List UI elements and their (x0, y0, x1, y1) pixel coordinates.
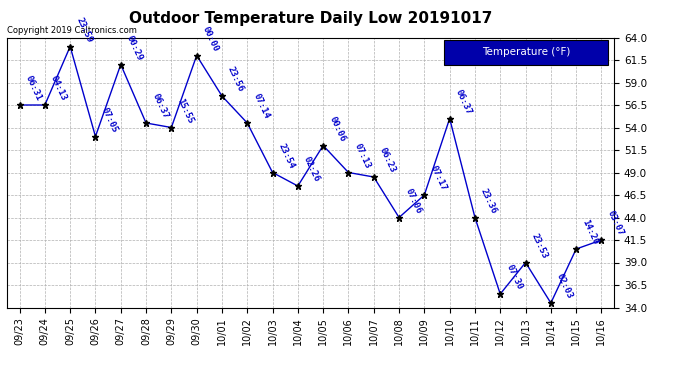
Text: 14:20: 14:20 (580, 218, 600, 246)
Text: 00:00: 00:00 (201, 24, 220, 53)
Text: 23:53: 23:53 (530, 231, 549, 260)
Text: 06:31: 06:31 (23, 74, 43, 102)
Text: 02:26: 02:26 (302, 155, 322, 183)
Text: 07:17: 07:17 (428, 164, 448, 192)
Text: 07:06: 07:06 (403, 186, 423, 215)
Text: Outdoor Temperature Daily Low 20191017: Outdoor Temperature Daily Low 20191017 (129, 11, 492, 26)
Text: 15:55: 15:55 (175, 96, 195, 125)
FancyBboxPatch shape (444, 40, 608, 64)
Text: 06:37: 06:37 (150, 92, 170, 120)
Text: 00:06: 00:06 (327, 114, 347, 143)
Text: 23:36: 23:36 (479, 186, 499, 215)
Text: 07:14: 07:14 (251, 92, 271, 120)
Text: 00:29: 00:29 (125, 33, 144, 62)
Text: 07:13: 07:13 (353, 141, 372, 170)
Text: 04:13: 04:13 (49, 74, 68, 102)
Text: 06:23: 06:23 (378, 146, 397, 174)
Text: Copyright 2019 Caltronics.com: Copyright 2019 Caltronics.com (7, 26, 137, 35)
Text: 23:59: 23:59 (75, 15, 94, 44)
Text: 23:54: 23:54 (277, 141, 296, 170)
Text: Temperature (°F): Temperature (°F) (482, 47, 570, 57)
Text: 06:37: 06:37 (454, 87, 473, 116)
Text: 03:07: 03:07 (606, 209, 625, 237)
Text: 07:30: 07:30 (504, 263, 524, 291)
Text: 07:05: 07:05 (99, 105, 119, 134)
Text: 23:56: 23:56 (226, 65, 246, 93)
Text: 02:03: 02:03 (555, 272, 575, 300)
